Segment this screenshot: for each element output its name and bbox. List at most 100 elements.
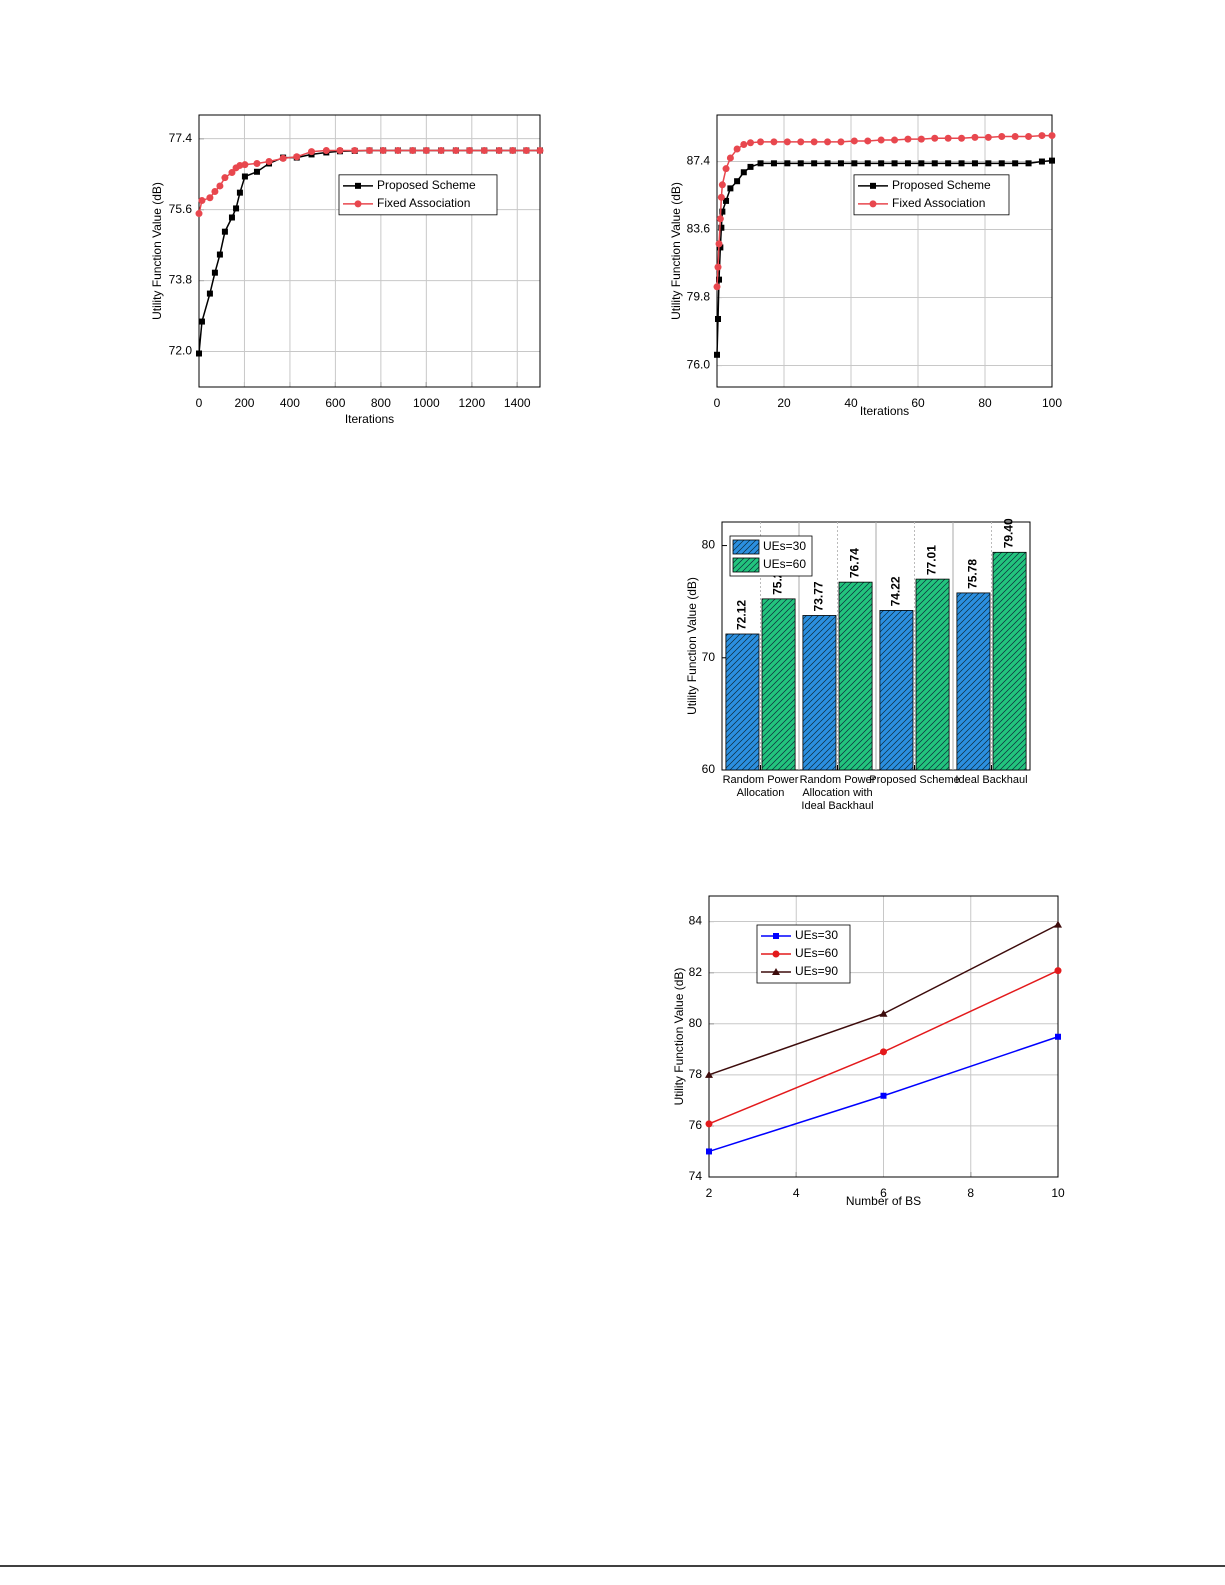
data-point xyxy=(958,160,965,167)
y-tick-label: 72.0 xyxy=(169,344,193,358)
x-axis-title: Iterations xyxy=(345,412,394,426)
legend-label: Fixed Association xyxy=(377,196,470,210)
data-point xyxy=(379,146,387,154)
data-point xyxy=(308,148,316,156)
x-category-label: Proposed Scheme xyxy=(869,774,960,786)
x-category-label: Random Power Allocation with Ideal Backh… xyxy=(799,774,876,812)
legend-box xyxy=(338,174,498,216)
bar xyxy=(838,581,873,771)
bar xyxy=(725,633,760,771)
value-label: 76.74 xyxy=(848,548,862,578)
legend-swatch xyxy=(732,557,760,573)
value-label: 79.40 xyxy=(1002,518,1016,548)
legend-marker xyxy=(772,968,780,975)
data-point xyxy=(717,193,725,201)
data-point xyxy=(718,181,726,189)
data-point xyxy=(958,134,966,142)
x-axis-title: Number of BS xyxy=(846,1194,921,1208)
data-point xyxy=(705,1070,713,1078)
legend-marker xyxy=(354,200,362,208)
data-point xyxy=(322,146,330,154)
y-axis-title: Utility Function Value (dB) xyxy=(685,577,699,715)
bar xyxy=(956,592,991,771)
data-point xyxy=(1054,967,1062,975)
data-point xyxy=(851,160,858,167)
data-point xyxy=(1011,132,1019,140)
y-tick-label: 75.6 xyxy=(169,202,193,216)
data-point xyxy=(985,160,992,167)
data-point xyxy=(706,1148,712,1155)
y-tick-label: 79.8 xyxy=(687,290,711,304)
y-tick-label: 73.8 xyxy=(169,273,193,287)
data-point xyxy=(719,208,726,215)
data-point xyxy=(734,178,741,185)
legend-box xyxy=(853,174,1010,216)
data-point xyxy=(714,351,720,358)
data-point xyxy=(891,160,898,167)
category-label-box: Proposed Scheme xyxy=(869,774,960,786)
value-label: 75.78 xyxy=(966,559,980,589)
data-point xyxy=(877,136,885,144)
data-point xyxy=(917,135,925,143)
data-point xyxy=(253,168,260,175)
data-point xyxy=(713,283,721,291)
legend-swatch xyxy=(732,539,760,555)
x-tick-label: 0 xyxy=(196,396,203,410)
data-point xyxy=(945,160,952,167)
data-point xyxy=(206,194,214,202)
y-axis-title: Utility Function Value (dB) xyxy=(672,968,686,1106)
data-point xyxy=(366,146,373,154)
data-point xyxy=(864,137,872,145)
data-point xyxy=(715,240,723,248)
data-point xyxy=(837,138,845,146)
legend-label: Fixed Association xyxy=(892,196,985,210)
data-point xyxy=(536,146,544,154)
y-tick-label: 70 xyxy=(702,650,716,664)
legend-label: UEs=60 xyxy=(763,557,806,571)
data-point xyxy=(236,189,243,196)
data-point xyxy=(824,160,831,167)
legend-marker xyxy=(869,200,877,208)
x-category-label: Random Power Allocation xyxy=(722,774,799,799)
data-point xyxy=(228,214,235,221)
x-tick-label: 600 xyxy=(325,396,345,410)
data-point xyxy=(727,185,734,192)
data-point xyxy=(198,318,205,325)
data-point xyxy=(716,215,724,223)
data-point xyxy=(811,160,818,167)
y-tick-label: 78 xyxy=(689,1067,703,1081)
x-tick-label: 6 xyxy=(880,1186,887,1200)
data-point xyxy=(480,146,488,154)
plot-frame xyxy=(716,114,1053,388)
legend-label: UEs=60 xyxy=(795,946,838,960)
data-point xyxy=(1038,132,1046,140)
data-point xyxy=(850,137,858,145)
data-point xyxy=(233,205,240,212)
y-tick-label: 76 xyxy=(689,1118,703,1132)
data-point xyxy=(757,138,765,146)
x-tick-label: 200 xyxy=(234,396,254,410)
y-tick-label: 80 xyxy=(689,1016,703,1030)
data-point xyxy=(931,160,938,167)
x-tick-label: 1200 xyxy=(458,396,485,410)
x-tick-label: 400 xyxy=(280,396,300,410)
legend-label: Proposed Scheme xyxy=(377,178,476,192)
x-tick-label: 100 xyxy=(1042,396,1062,410)
data-point xyxy=(452,146,460,154)
data-point xyxy=(971,133,979,141)
data-point xyxy=(206,290,213,297)
data-point xyxy=(747,139,754,147)
data-point xyxy=(705,1120,713,1128)
data-point xyxy=(918,160,925,167)
legend-marker xyxy=(773,933,779,939)
y-axis-title: Utility Function Value (dB) xyxy=(669,182,683,320)
data-point xyxy=(1049,157,1055,164)
x-tick-label: 40 xyxy=(844,396,858,410)
bar xyxy=(915,578,950,771)
y-tick-label: 74 xyxy=(689,1169,703,1183)
data-point xyxy=(722,165,730,173)
data-point xyxy=(195,210,203,218)
data-point xyxy=(437,146,445,154)
data-point xyxy=(221,174,229,182)
